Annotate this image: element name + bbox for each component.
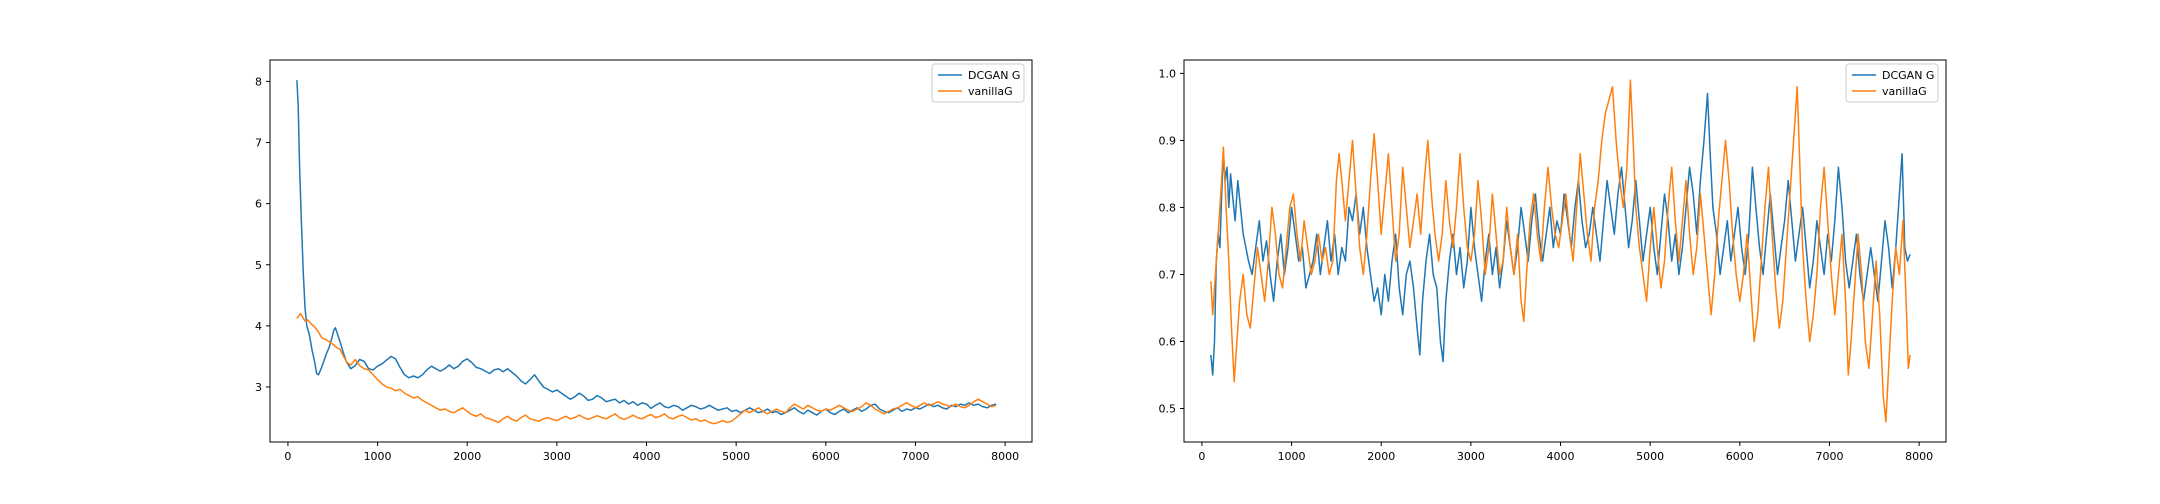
left-x-tick-label: 2000 bbox=[453, 450, 481, 463]
right-y-tick-label: 0.8 bbox=[1159, 201, 1177, 214]
left-y-tick-label: 5 bbox=[255, 259, 262, 272]
right-legend-box bbox=[1845, 63, 1939, 103]
left-x-tick-label: 7000 bbox=[901, 450, 929, 463]
right-x-tick-label: 1000 bbox=[1278, 450, 1306, 463]
right-legend-label-vanillag: vanillaG bbox=[1882, 85, 1927, 98]
right-x-tick-label: 3000 bbox=[1457, 450, 1485, 463]
left-chart: 0 1000 2000 3000 4000 5000 6000 7000 8000 3 4 5 6 7 8 D… bbox=[255, 59, 1033, 463]
right-y-tick-label: 1.0 bbox=[1159, 67, 1177, 80]
left-y-tick-label: 7 bbox=[255, 137, 262, 150]
left-x-tick-label: 8000 bbox=[991, 450, 1019, 463]
right-y-tick-label: 0.7 bbox=[1159, 268, 1177, 281]
right-series-line-dcgan-g bbox=[1210, 92, 1911, 376]
left-y-tick-label: 3 bbox=[255, 381, 262, 394]
right-chart: 0 1000 2000 3000 4000 5000 6000 7000 8000 0.5 0.6 0… bbox=[1159, 59, 1947, 463]
left-x-tick-label: 3000 bbox=[543, 450, 571, 463]
right-x-tick-label: 7000 bbox=[1815, 450, 1843, 463]
left-x-tick-label: 6000 bbox=[812, 450, 840, 463]
left-series-line-vanillag bbox=[296, 312, 997, 425]
left-x-tick-label: 0 bbox=[284, 450, 291, 463]
right-legend: DCGAN G vanillaG bbox=[1845, 63, 1939, 103]
right-y-tick-label: 0.5 bbox=[1159, 402, 1177, 415]
left-x-tick-label: 1000 bbox=[364, 450, 392, 463]
right-axes-frame bbox=[1183, 59, 1947, 443]
right-x-tick-label: 2000 bbox=[1367, 450, 1395, 463]
left-x-tick-label: 5000 bbox=[722, 450, 750, 463]
right-legend-label-dcgan-g: DCGAN G bbox=[1882, 69, 1934, 82]
left-y-tick-label: 6 bbox=[255, 198, 262, 211]
left-y-tick-label: 4 bbox=[255, 320, 262, 333]
right-y-tick-label: 0.9 bbox=[1159, 134, 1177, 147]
right-x-tick-label: 8000 bbox=[1905, 450, 1933, 463]
right-y-tick-label: 0.6 bbox=[1159, 335, 1177, 348]
left-y-tick-label: 8 bbox=[255, 75, 262, 88]
left-legend-label-vanillag: vanillaG bbox=[968, 85, 1013, 98]
left-legend-box bbox=[931, 63, 1025, 103]
left-x-tick-label: 4000 bbox=[633, 450, 661, 463]
right-x-tick-label: 0 bbox=[1198, 450, 1205, 463]
right-x-tick-label: 6000 bbox=[1726, 450, 1754, 463]
left-legend-label-dcgan-g: DCGAN G bbox=[968, 69, 1020, 82]
right-x-tick-label: 5000 bbox=[1636, 450, 1664, 463]
left-legend: DCGAN G vanillaG bbox=[931, 63, 1025, 103]
left-axes-frame bbox=[269, 59, 1033, 443]
right-x-tick-label: 4000 bbox=[1547, 450, 1575, 463]
right-series-line-vanillag bbox=[1210, 79, 1911, 423]
